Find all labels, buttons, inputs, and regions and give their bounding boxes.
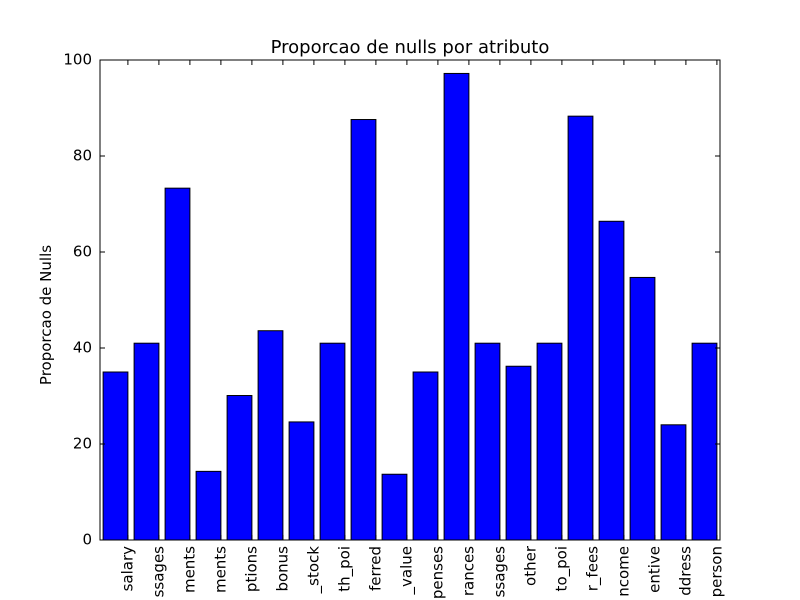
bar <box>536 342 563 541</box>
bar <box>102 371 129 541</box>
x-tick-label: ddress <box>676 546 694 596</box>
bar <box>660 424 687 541</box>
y-tick-label: 100 <box>63 51 92 69</box>
bar <box>691 342 718 541</box>
y-axis-ticks: 0 20 40 60 80 100 <box>63 51 720 549</box>
chart-title: Proporcao de nulls por atributo <box>271 37 550 58</box>
y-tick-label: 80 <box>73 147 92 165</box>
x-tick-label: ments <box>211 546 229 593</box>
bar <box>567 115 594 541</box>
bars-group <box>102 72 718 541</box>
x-tick-label: _value <box>397 546 416 595</box>
bar <box>598 220 625 541</box>
bar <box>319 342 346 541</box>
x-tick-label: ferred <box>366 546 384 591</box>
bar <box>350 119 377 541</box>
x-tick-label: r_fees <box>583 546 602 591</box>
bar <box>257 330 284 541</box>
bar <box>164 187 191 541</box>
bar <box>412 371 439 541</box>
bar <box>195 470 222 541</box>
x-axis-ticks: salary ssages ments ments ptions bonus _stock t… <box>118 60 725 599</box>
y-tick-label: 60 <box>73 243 92 261</box>
y-axis-label: Proporcao de Nulls <box>37 245 55 385</box>
plot-frame <box>99 59 721 541</box>
x-tick-label: ments <box>180 546 198 593</box>
x-tick-label: bonus <box>273 546 291 592</box>
bar <box>629 276 656 541</box>
x-tick-label: _stock <box>304 546 323 595</box>
bar <box>226 395 253 541</box>
x-tick-label: other <box>521 545 539 586</box>
x-tick-label: ssages <box>490 546 508 598</box>
x-tick-label: ptions <box>242 546 260 592</box>
x-tick-label: th_poi <box>335 546 354 592</box>
bar <box>505 365 532 541</box>
bar <box>474 342 501 541</box>
x-tick-label: salary <box>118 546 136 592</box>
y-tick-label: 0 <box>82 531 92 549</box>
x-tick-label: entive <box>645 546 663 593</box>
bar <box>443 72 470 541</box>
y-tick-label: 40 <box>73 339 92 357</box>
x-tick-label: ncome <box>614 546 632 597</box>
bar <box>133 342 160 541</box>
x-tick-label: to_poi <box>552 546 571 591</box>
bar <box>288 421 315 541</box>
bar <box>381 473 408 541</box>
x-tick-label: rances <box>459 546 477 596</box>
x-tick-label: person <box>707 546 725 597</box>
y-tick-label: 20 <box>73 435 92 453</box>
x-tick-label: penses <box>428 546 446 599</box>
x-tick-label: ssages <box>149 546 167 598</box>
